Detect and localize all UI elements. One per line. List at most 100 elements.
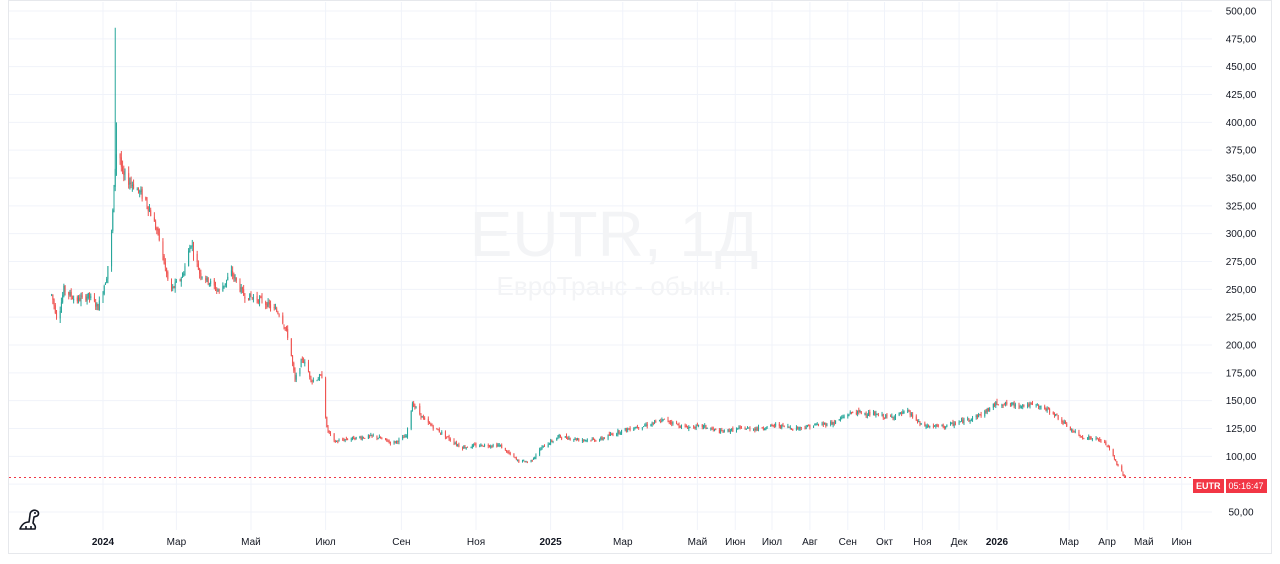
candle <box>969 419 971 424</box>
candle <box>925 424 927 430</box>
candle <box>552 440 554 444</box>
candle <box>156 226 158 235</box>
candle <box>244 293 246 303</box>
candle <box>1030 402 1032 405</box>
candle <box>422 414 424 420</box>
candle <box>303 357 305 364</box>
candle <box>712 426 714 432</box>
candle <box>234 274 236 282</box>
candle <box>354 437 356 441</box>
candle <box>133 179 135 190</box>
candle <box>535 453 537 460</box>
candle <box>736 427 738 433</box>
candle <box>473 443 475 448</box>
candle <box>70 288 72 300</box>
candle <box>568 435 570 440</box>
candle <box>809 424 811 430</box>
time-tick-label: Мар <box>1059 537 1079 548</box>
time-tick-label: Авг <box>802 537 818 548</box>
candle <box>989 407 991 412</box>
candle <box>909 410 911 418</box>
candle <box>636 424 638 429</box>
price-axis[interactable]: 50,0075,00100,00125,00150,00175,00200,00… <box>1226 7 1257 519</box>
candle <box>153 212 155 222</box>
candle <box>987 407 989 412</box>
candle <box>805 424 807 430</box>
candle <box>114 27 116 192</box>
candle <box>723 429 725 433</box>
candle <box>438 427 440 433</box>
candle <box>124 168 126 181</box>
candle <box>388 439 390 444</box>
candle <box>638 426 640 430</box>
candle <box>762 426 764 431</box>
candle <box>532 457 534 460</box>
candle <box>875 410 877 418</box>
candle <box>903 410 905 414</box>
candle <box>498 443 500 448</box>
time-axis[interactable]: 2024 Мар Май Июл Сен Ноя 2025 Мар Май Июн Июл Авг Се… <box>92 537 1192 548</box>
candle <box>338 438 340 442</box>
candle <box>402 434 404 441</box>
candle <box>274 303 276 310</box>
candle <box>567 436 569 441</box>
candle <box>671 419 673 427</box>
candle <box>420 413 422 420</box>
candle <box>1063 419 1065 424</box>
candle <box>343 437 345 442</box>
candle <box>327 425 329 433</box>
candle <box>394 440 396 444</box>
candle <box>250 291 252 298</box>
candle <box>558 433 560 439</box>
tradingview-dino-icon[interactable] <box>17 506 43 532</box>
candle <box>437 428 439 431</box>
candle <box>1107 444 1109 448</box>
ticker-symbol: EUTR <box>1193 479 1224 493</box>
candle <box>1031 400 1033 406</box>
candle <box>497 443 499 447</box>
candle <box>569 437 571 441</box>
candle <box>257 299 259 305</box>
candle <box>310 375 312 383</box>
candle <box>462 446 464 451</box>
candle <box>883 417 885 420</box>
price-tick-label: 250,00 <box>1226 285 1257 296</box>
candle <box>920 422 922 425</box>
candle <box>140 186 142 195</box>
time-tick-label: 2025 <box>539 537 562 548</box>
candle <box>643 426 645 428</box>
candle <box>822 421 824 428</box>
candle <box>457 443 459 447</box>
candle <box>1072 428 1074 433</box>
candle <box>309 371 311 380</box>
candle <box>53 298 55 310</box>
candle <box>1009 402 1011 407</box>
candle <box>772 424 774 428</box>
candle <box>347 438 349 441</box>
candle <box>531 459 533 462</box>
candle <box>584 439 586 442</box>
candle <box>508 449 510 455</box>
candle <box>1106 445 1108 448</box>
candle <box>252 294 254 303</box>
candle <box>918 419 920 423</box>
candle <box>629 426 631 432</box>
candle <box>781 424 783 430</box>
candle <box>490 444 492 449</box>
candle <box>1052 411 1054 415</box>
candle <box>874 410 876 416</box>
candle <box>1056 413 1058 416</box>
price-tick-label: 175,00 <box>1226 368 1257 379</box>
candle <box>855 409 857 416</box>
candle <box>771 423 773 427</box>
candle <box>645 422 647 427</box>
candle <box>902 409 904 415</box>
candle <box>559 434 561 439</box>
candle <box>119 153 121 165</box>
candle <box>583 439 585 443</box>
candle <box>224 283 226 288</box>
candle <box>317 376 319 381</box>
candle <box>190 245 192 249</box>
candle <box>73 295 75 304</box>
